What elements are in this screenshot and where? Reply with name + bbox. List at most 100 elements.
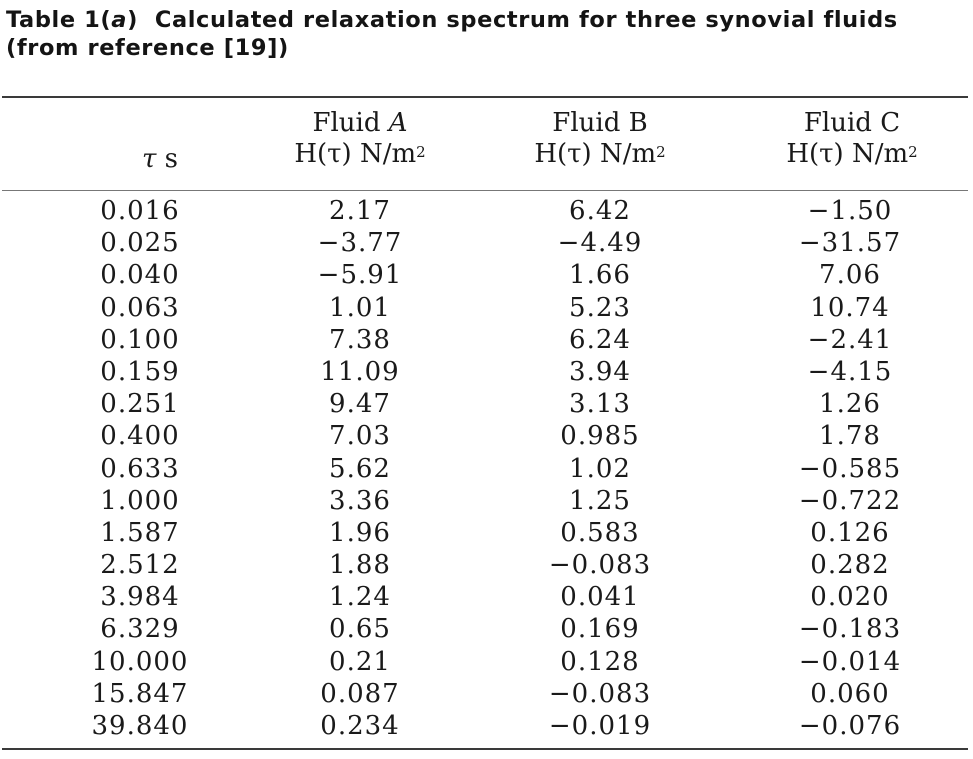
cell-fluid-a: 0.65 xyxy=(329,614,391,645)
table-row: 0.400 7.03 0.985 1.78 xyxy=(0,420,973,452)
header-tau-symbol: τ xyxy=(142,144,157,174)
cell-tau: 0.040 xyxy=(100,260,180,291)
cell-tau: 1.000 xyxy=(100,485,180,516)
table-row: 0.633 5.62 1.02 −0.585 xyxy=(0,453,973,485)
cell-fluid-c: −1.50 xyxy=(807,196,893,226)
table-row: 1.587 1.96 0.583 0.126 xyxy=(0,517,973,549)
cell-fluid-c: −0.183 xyxy=(798,614,902,645)
cell-fluid-b: 6.42 xyxy=(569,196,631,226)
caption-line-2: (from reference [19]) xyxy=(6,35,289,61)
cell-fluid-a: 1.24 xyxy=(329,582,391,613)
cell-fluid-c: 0.060 xyxy=(810,678,890,709)
header-fluid-b-name: Fluid B xyxy=(552,108,648,138)
cell-fluid-b: 3.94 xyxy=(569,356,631,387)
header-tau: τ s xyxy=(100,113,220,179)
header-fluid-b-exp: 2 xyxy=(656,143,666,161)
cell-tau: 0.063 xyxy=(100,292,180,323)
caption-title: Calculated relaxation spectrum for three… xyxy=(154,7,898,33)
cell-fluid-c: 1.26 xyxy=(819,389,881,420)
cell-fluid-b: 5.23 xyxy=(569,292,631,323)
table-row: 0.251 9.47 3.13 1.26 xyxy=(0,388,973,420)
header-fluid-b-expr: H(τ) N/m xyxy=(534,139,657,169)
cell-tau: 39.840 xyxy=(91,711,189,741)
table-row: 0.025 −3.77 −4.49 −31.57 xyxy=(0,227,973,259)
cell-fluid-b: −0.019 xyxy=(548,711,652,741)
cell-fluid-b: −4.49 xyxy=(557,228,643,259)
cell-fluid-b: −0.083 xyxy=(548,678,652,709)
header-rule xyxy=(2,190,968,191)
table-row: 39.840 0.234 −0.019 −0.076 xyxy=(0,710,973,742)
cell-fluid-a: −3.77 xyxy=(317,228,403,259)
header-fluid-c-exp: 2 xyxy=(908,143,918,161)
header-fluid-b: Fluid B H(τ) N/m2 xyxy=(495,108,705,174)
table-row: 2.512 1.88 −0.083 0.282 xyxy=(0,549,973,581)
cell-fluid-a: 3.36 xyxy=(329,485,391,516)
cell-fluid-c: −0.076 xyxy=(798,711,902,741)
caption-label: Table 1( xyxy=(6,7,112,33)
cell-fluid-c: 0.282 xyxy=(810,550,890,581)
table-row: 3.984 1.24 0.041 0.020 xyxy=(0,581,973,613)
cell-tau: 0.633 xyxy=(100,453,180,484)
cell-fluid-c: 1.78 xyxy=(819,421,881,452)
cell-fluid-a: 0.087 xyxy=(320,678,400,709)
caption-label-italic: a xyxy=(111,7,128,33)
cell-fluid-c: −0.014 xyxy=(798,646,902,677)
cell-fluid-b: 1.02 xyxy=(569,453,631,484)
cell-fluid-a: 9.47 xyxy=(329,389,391,420)
cell-fluid-b: 3.13 xyxy=(569,389,631,420)
table-row: 0.063 1.01 5.23 10.74 xyxy=(0,292,973,324)
cell-tau: 1.587 xyxy=(100,517,180,548)
cell-fluid-b: 1.66 xyxy=(569,260,631,291)
cell-fluid-a: 0.21 xyxy=(329,646,391,677)
table-body: 0.016 2.17 6.42 −1.50 0.025 −3.77 −4.49 −31.57 0… xyxy=(0,195,973,742)
cell-fluid-c: −0.722 xyxy=(798,485,902,516)
table-row: 15.847 0.087 −0.083 0.060 xyxy=(0,678,973,710)
cell-fluid-b: 0.128 xyxy=(560,646,640,677)
cell-tau: 2.512 xyxy=(100,550,180,581)
caption-line-1: Table 1(a) Calculated relaxation spectru… xyxy=(6,6,968,34)
cell-fluid-c: 0.020 xyxy=(810,582,890,613)
cell-fluid-a: 1.88 xyxy=(329,550,391,581)
cell-fluid-b: 0.169 xyxy=(560,614,640,645)
cell-tau: 0.400 xyxy=(100,421,180,452)
header-fluid-a-name: Fluid xyxy=(312,108,389,138)
cell-fluid-b: 6.24 xyxy=(569,324,631,355)
table-caption: Table 1(a) Calculated relaxation spectru… xyxy=(6,6,968,62)
table-row: 6.329 0.65 0.169 −0.183 xyxy=(0,613,973,645)
cell-fluid-b: −0.083 xyxy=(548,550,652,581)
cell-fluid-c: −2.41 xyxy=(807,324,893,355)
table-bottom-rule xyxy=(2,748,968,750)
cell-fluid-b: 0.985 xyxy=(560,421,640,452)
header-tau-unit: s xyxy=(164,144,178,174)
table-row: 0.040 −5.91 1.66 7.06 xyxy=(0,259,973,291)
cell-tau: 0.100 xyxy=(100,324,180,355)
cell-fluid-a: 7.38 xyxy=(329,324,391,355)
caption-label-close: ) xyxy=(127,7,138,33)
table-row: 0.159 11.09 3.94 −4.15 xyxy=(0,356,973,388)
header-fluid-a-expr: H(τ) N/m xyxy=(294,139,417,169)
cell-fluid-a: 11.09 xyxy=(320,356,400,387)
header-fluid-c-name: Fluid C xyxy=(803,108,901,138)
cell-fluid-a: 2.17 xyxy=(329,196,391,226)
header-fluid-c: Fluid C H(τ) N/m2 xyxy=(732,108,972,174)
cell-fluid-c: 0.126 xyxy=(810,517,890,548)
cell-fluid-a: 7.03 xyxy=(329,421,391,452)
cell-fluid-c: 10.74 xyxy=(810,292,890,323)
cell-tau: 0.025 xyxy=(100,228,180,259)
table-row: 0.016 2.17 6.42 −1.50 xyxy=(0,195,973,227)
cell-fluid-b: 1.25 xyxy=(569,485,631,516)
cell-tau: 6.329 xyxy=(100,614,180,645)
cell-fluid-c: −0.585 xyxy=(798,453,902,484)
cell-tau: 15.847 xyxy=(91,678,189,709)
table-row: 0.100 7.38 6.24 −2.41 xyxy=(0,324,973,356)
header-fluid-a-exp: 2 xyxy=(416,143,426,161)
cell-fluid-a: 5.62 xyxy=(329,453,391,484)
cell-tau: 3.984 xyxy=(100,582,180,613)
cell-tau: 10.000 xyxy=(91,646,189,677)
header-fluid-a: Fluid A H(τ) N/m2 xyxy=(255,108,465,174)
table-row: 1.000 3.36 1.25 −0.722 xyxy=(0,485,973,517)
cell-fluid-c: −4.15 xyxy=(807,356,893,387)
cell-fluid-a: 1.01 xyxy=(329,292,391,323)
cell-fluid-a: −5.91 xyxy=(317,260,403,291)
